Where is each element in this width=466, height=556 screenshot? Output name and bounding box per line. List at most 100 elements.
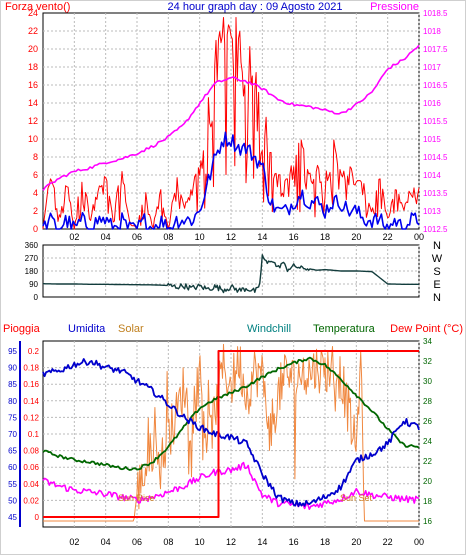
humidity-tick-label: 50	[8, 496, 17, 505]
wind-grid	[43, 13, 420, 229]
pressure-legend-label: Pressione	[370, 1, 419, 13]
wind-legend-label: Forza vento()	[5, 1, 70, 13]
direction-tick-label: 180	[25, 267, 39, 276]
temperature-tick-label: 24	[423, 437, 432, 446]
rain-tick-label: 0.04	[23, 480, 39, 489]
rain-tick-label: 0.18	[23, 364, 39, 373]
humidity-tick-label: 95	[8, 347, 17, 356]
weather-chart: 00.020.040.060.080.10.120.140.160.180.2 …	[3, 323, 463, 547]
legend-windchill: Windchill	[247, 323, 291, 335]
temperature-series-line	[42, 356, 420, 471]
wind-y-tick-label: 14	[28, 98, 38, 108]
wind-y-tick-label: 6	[33, 170, 38, 180]
pressure-tick-label: 1017	[423, 63, 441, 72]
humidity-axis: 45 50 55 60 65 70 75 80 85 90 95	[8, 341, 21, 527]
dewpoint-series-line	[42, 461, 420, 511]
temperature-tick-label: 34	[423, 337, 432, 346]
x-tick-label: 12	[226, 232, 236, 242]
rain-tick-label: 0.2	[28, 347, 40, 356]
x-tick-label: 02	[69, 537, 79, 547]
direction-tick-label: 360	[25, 241, 39, 250]
pressure-tick-label: 1018	[423, 27, 441, 36]
legend-dewpoint: Dew Point (°C)	[390, 323, 463, 335]
wind-y-tick-label: 16	[28, 80, 38, 90]
x-tick-label: 20	[351, 232, 361, 242]
x-tick-label: 18	[320, 232, 330, 242]
direction-series	[43, 254, 419, 294]
wind-y-tick-label: 4	[33, 188, 38, 198]
wind-y-tick-label: 0	[33, 224, 38, 234]
pressure-tick-label: 1014.5	[423, 153, 448, 162]
rain-tick-label: 0.06	[23, 463, 39, 472]
rain-axis: 0 0.02 0.04 0.06 0.08 0.1 0.12 0.14 0.16 0.18 0.2	[23, 347, 39, 522]
compass-label: S	[433, 266, 440, 278]
wind-x-axis: 02 04 06 08 10 12 14 16 18 20 22 00	[69, 232, 424, 242]
pressure-tick-label: 1013.5	[423, 189, 448, 198]
pressure-axis: 1012.5 1013 1013.5 1014 1014.5 1015 1015.5 1016…	[423, 9, 448, 234]
x-tick-label: 18	[320, 537, 330, 547]
humidity-tick-label: 80	[8, 397, 17, 406]
x-tick-label: 00	[414, 232, 424, 242]
rain-tick-label: 0.1	[28, 430, 40, 439]
temperature-tick-label: 18	[423, 497, 432, 506]
rain-tick-label: 0.12	[23, 413, 39, 422]
legend-rain: Pioggia	[3, 323, 41, 335]
direction-degree-axis: 0 90 180 270 360	[25, 241, 39, 302]
humidity-series-line	[42, 358, 420, 508]
sunrise-label: Sun Rise	[118, 493, 155, 503]
rain-tick-label: 0.14	[23, 397, 39, 406]
humidity-tick-label: 75	[8, 413, 17, 422]
temperature-tick-label: 32	[423, 357, 432, 366]
humidity-tick-label: 55	[8, 480, 17, 489]
weather-x-axis: 02 04 06 08 10 12 14 16 18 20 22 00	[69, 537, 424, 547]
solar-series-line	[43, 343, 419, 522]
rain-tick-label: 0.08	[23, 447, 39, 456]
x-tick-label: 04	[101, 232, 111, 242]
temperature-axis: 16 18 20 22 24 26 28 30 32 34	[423, 337, 432, 526]
temperature-tick-label: 20	[423, 477, 432, 486]
pressure-series-line	[42, 44, 420, 191]
pressure-tick-label: 1012.5	[423, 225, 448, 234]
x-tick-label: 04	[101, 537, 111, 547]
x-tick-label: 10	[195, 232, 205, 242]
temperature-tick-label: 22	[423, 457, 432, 466]
x-tick-label: 16	[289, 537, 299, 547]
legend-humidity: Umidita	[68, 323, 106, 335]
direction-tick-label: 0	[34, 293, 39, 302]
pressure-tick-label: 1016	[423, 99, 441, 108]
speed-series-line	[42, 131, 420, 230]
legend-temperature: Temperatura	[313, 323, 376, 335]
x-tick-label: 08	[163, 537, 173, 547]
direction-series-line	[43, 254, 419, 294]
x-tick-label: 14	[257, 537, 267, 547]
x-tick-label: 22	[383, 232, 393, 242]
pressure-tick-label: 1013	[423, 207, 441, 216]
temperature-tick-label: 26	[423, 417, 432, 426]
compass-label: W	[432, 253, 443, 265]
pressure-tick-label: 1017.5	[423, 45, 448, 54]
temperature-tick-label: 30	[423, 377, 432, 386]
compass-label: N	[433, 240, 441, 252]
pressure-tick-label: 1016.5	[423, 81, 448, 90]
humidity-tick-label: 85	[8, 380, 17, 389]
x-tick-label: 00	[414, 537, 424, 547]
wind-y-tick-label: 10	[28, 134, 38, 144]
wind-y-tick-label: 2	[33, 206, 38, 216]
x-tick-label: 16	[289, 232, 299, 242]
chart-title: 24 hour graph day : 09 Agosto 2021	[168, 1, 343, 13]
wind-y-tick-label: 24	[28, 8, 38, 18]
x-tick-label: 06	[132, 232, 142, 242]
humidity-tick-label: 90	[8, 364, 17, 373]
humidity-tick-label: 70	[8, 430, 17, 439]
sunset-label: Sun Set	[340, 493, 373, 503]
humidity-tick-label: 65	[8, 447, 17, 456]
wind-y-tick-label: 12	[28, 116, 38, 126]
rain-tick-label: 0.16	[23, 380, 39, 389]
wind-y-tick-label: 18	[28, 62, 38, 72]
pressure-tick-label: 1018.5	[423, 9, 448, 18]
humidity-tick-label: 60	[8, 463, 17, 472]
